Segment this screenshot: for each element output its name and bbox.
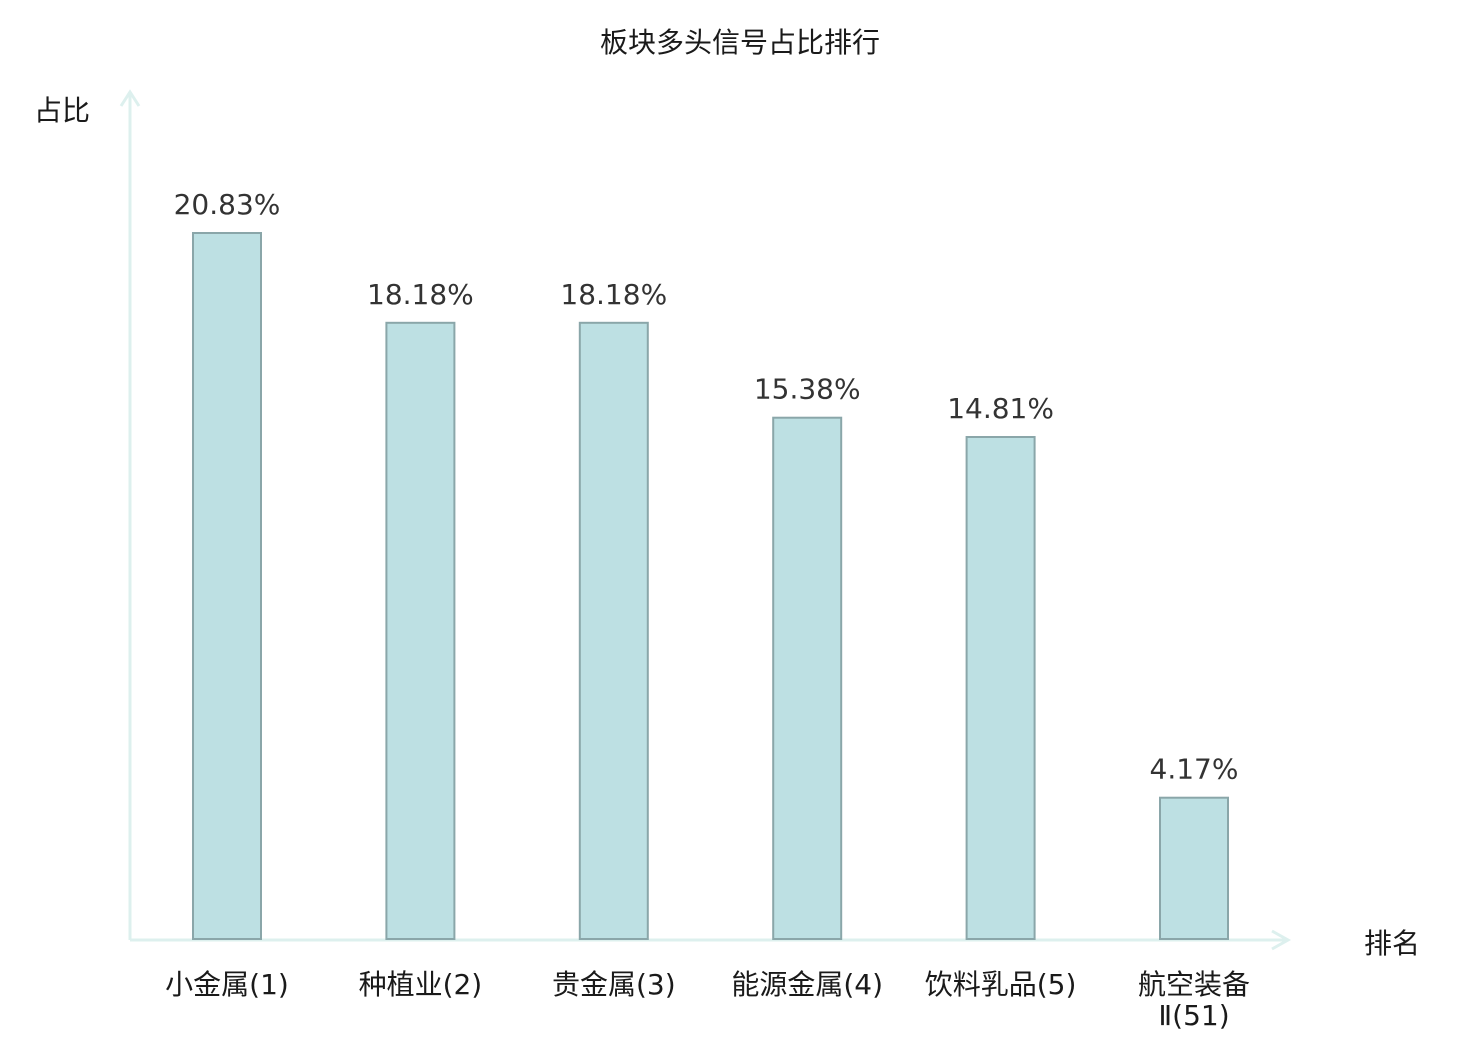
value-label-6: 4.17% <box>1150 753 1239 786</box>
value-label-5: 14.81% <box>947 392 1054 425</box>
x-axis-label: 排名 <box>1364 927 1420 960</box>
value-labels-group: 20.83% 18.18% 18.18% 15.38% 14.81% 4.17% <box>174 188 1239 786</box>
value-label-1: 20.83% <box>174 188 281 221</box>
category-label-5: 饮料乳品(5) <box>925 968 1077 1001</box>
bar-5 <box>965 436 1036 940</box>
category-labels-group: 小金属(1) 种植业(2) 贵金属(3) 能源金属(4) 饮料乳品(5) 航空装备Ⅱ(51… <box>165 968 1250 1032</box>
axes <box>119 89 1292 951</box>
value-label-2: 18.18% <box>367 278 474 311</box>
bar-6 <box>1159 796 1229 941</box>
category-label-1: 小金属(1) <box>165 968 289 1001</box>
bar-1 <box>192 232 262 940</box>
bar-2 <box>385 321 456 940</box>
x-axis-arrow <box>1271 929 1292 951</box>
bar-4 <box>772 416 843 940</box>
value-label-4: 15.38% <box>754 373 861 406</box>
value-label-3: 18.18% <box>560 278 667 311</box>
category-label-6-name: 航空装备 <box>1138 968 1250 1001</box>
bar-3 <box>578 321 649 940</box>
category-label-4: 能源金属(4) <box>731 968 883 1001</box>
category-label-3: 贵金属(3) <box>552 968 676 1001</box>
category-label-2: 种植业(2) <box>359 968 483 1001</box>
y-axis-label: 占比 <box>34 94 90 127</box>
chart-title: 板块多头信号占比排行 <box>600 26 880 59</box>
y-axis-arrow <box>119 89 141 107</box>
bars-group <box>192 232 1229 941</box>
category-label-6-rank: Ⅱ(51) <box>1158 999 1229 1032</box>
